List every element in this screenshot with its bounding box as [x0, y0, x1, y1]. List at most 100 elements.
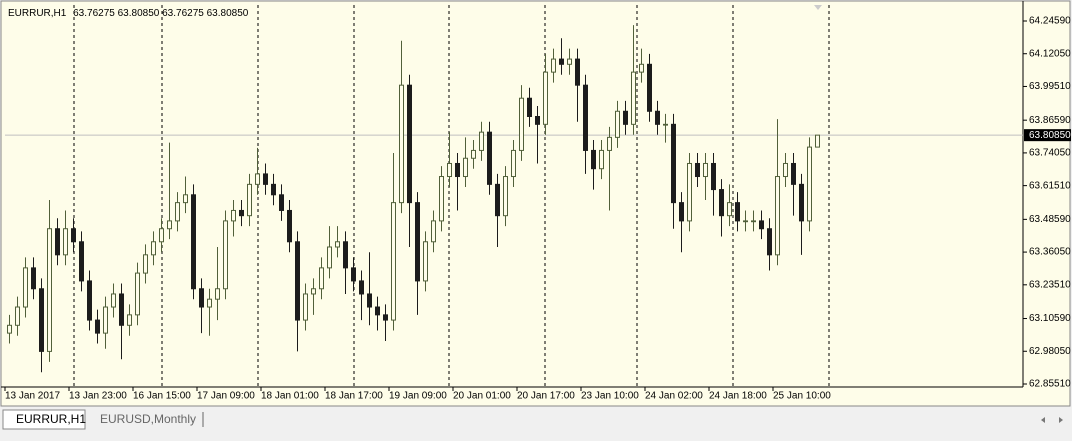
- candle-body: [615, 110, 620, 138]
- tab-label[interactable]: EURRUR,H1: [16, 412, 86, 426]
- candle-body: [295, 241, 300, 321]
- candle-body: [623, 110, 628, 125]
- quote-close: 63.80850: [207, 8, 249, 19]
- candle-body: [471, 149, 476, 159]
- symbol: EURRUR,H1: [8, 8, 67, 19]
- candle-body: [791, 162, 796, 185]
- candle-body: [407, 84, 412, 204]
- scroll-left[interactable]: [1041, 417, 1045, 423]
- candle-body: [807, 146, 812, 222]
- candle-body: [447, 162, 452, 178]
- y-tick-label: 64.24590: [1029, 16, 1071, 27]
- candle-body: [175, 202, 180, 222]
- candle-body: [319, 267, 324, 290]
- tab-active[interactable]: [2, 409, 86, 430]
- candle-body: [759, 220, 764, 230]
- candle-body: [335, 241, 340, 248]
- candle-body: [503, 176, 508, 217]
- candle-body: [39, 288, 44, 352]
- candle-body: [167, 220, 172, 230]
- candle-body: [103, 306, 108, 334]
- x-tick-label: 16 Jan 15:00: [133, 391, 191, 402]
- candle-body: [47, 228, 52, 352]
- candle-body: [703, 162, 708, 178]
- candle-body: [343, 241, 348, 269]
- candle-body: [135, 272, 140, 316]
- chart-header: EURRUR,H1 63.76275 63.80850 63.76275 63.…: [8, 8, 249, 19]
- candle-body: [23, 267, 28, 308]
- y-tick-label: 64.12050: [1029, 48, 1071, 59]
- candle-body: [751, 220, 756, 223]
- x-tick-label: 23 Jan 10:00: [581, 391, 639, 402]
- candle-body: [159, 228, 164, 243]
- candle-body: [391, 202, 396, 321]
- x-tick-label: 24 Jan 18:00: [709, 391, 767, 402]
- candle-body: [727, 202, 732, 217]
- tab-bar: [0, 408, 1072, 436]
- candle-body: [95, 319, 100, 334]
- candle-body: [231, 209, 236, 222]
- candle-body: [639, 63, 644, 73]
- candle-body: [583, 84, 588, 151]
- candle-body: [31, 267, 36, 290]
- quote-low: 63.76275: [162, 8, 204, 19]
- candle-body: [735, 202, 740, 222]
- candle-body: [567, 58, 572, 65]
- candle-body: [79, 241, 84, 282]
- candle-body: [375, 306, 380, 316]
- y-tick-label: 62.98050: [1029, 346, 1071, 357]
- candle-body: [783, 162, 788, 178]
- candle-body: [487, 131, 492, 185]
- y-tick-label: 62.85510: [1029, 379, 1071, 390]
- candle-body: [127, 314, 132, 326]
- candle-body: [119, 293, 124, 326]
- candle-body: [527, 97, 532, 117]
- candle-body: [775, 176, 780, 256]
- candle-body: [399, 84, 404, 204]
- candle-body: [15, 306, 20, 326]
- shift-marker: [814, 5, 822, 10]
- chart-bg: [0, 0, 1071, 407]
- scroll-right[interactable]: [1059, 417, 1063, 423]
- candle-body: [303, 293, 308, 321]
- bid-tag: [1024, 129, 1071, 142]
- candle-body: [199, 288, 204, 308]
- candle-body: [607, 136, 612, 151]
- candle-body: [279, 194, 284, 211]
- x-tick-label: 25 Jan 10:00: [773, 391, 831, 402]
- candle-body: [799, 183, 804, 222]
- candle-body: [575, 58, 580, 86]
- candle-body: [359, 280, 364, 295]
- y-tick-label: 63.74050: [1029, 148, 1071, 159]
- candle-body: [271, 183, 276, 196]
- quote-high: 63.80850: [118, 8, 160, 19]
- candle-body: [591, 149, 596, 170]
- candle-body: [7, 324, 12, 334]
- candle-body: [439, 176, 444, 222]
- candle-body: [535, 115, 540, 125]
- candle-body: [183, 194, 188, 204]
- candle-body: [415, 202, 420, 282]
- candle-body: [647, 63, 652, 112]
- y-tick-label: 63.99510: [1029, 81, 1071, 92]
- candle-body: [719, 189, 724, 217]
- x-tick-label: 17 Jan 09:00: [197, 391, 255, 402]
- candle-body: [679, 202, 684, 222]
- candle-body: [431, 220, 436, 243]
- y-tick-label: 63.86590: [1029, 115, 1071, 126]
- tab-label[interactable]: EURUSD,Monthly: [100, 412, 196, 426]
- candle-body: [815, 134, 820, 148]
- y-tick-label: 63.48590: [1029, 214, 1071, 225]
- candle-body: [423, 241, 428, 282]
- candle-body: [479, 131, 484, 151]
- candle-body: [191, 194, 196, 290]
- candle-body: [367, 293, 372, 308]
- candle-body: [87, 280, 92, 321]
- candle-body: [207, 298, 212, 308]
- quote-open: 63.76275: [73, 8, 115, 19]
- candle-body: [671, 123, 676, 204]
- candle-body: [239, 209, 244, 217]
- candle-body: [311, 288, 316, 295]
- candle-body: [695, 162, 700, 178]
